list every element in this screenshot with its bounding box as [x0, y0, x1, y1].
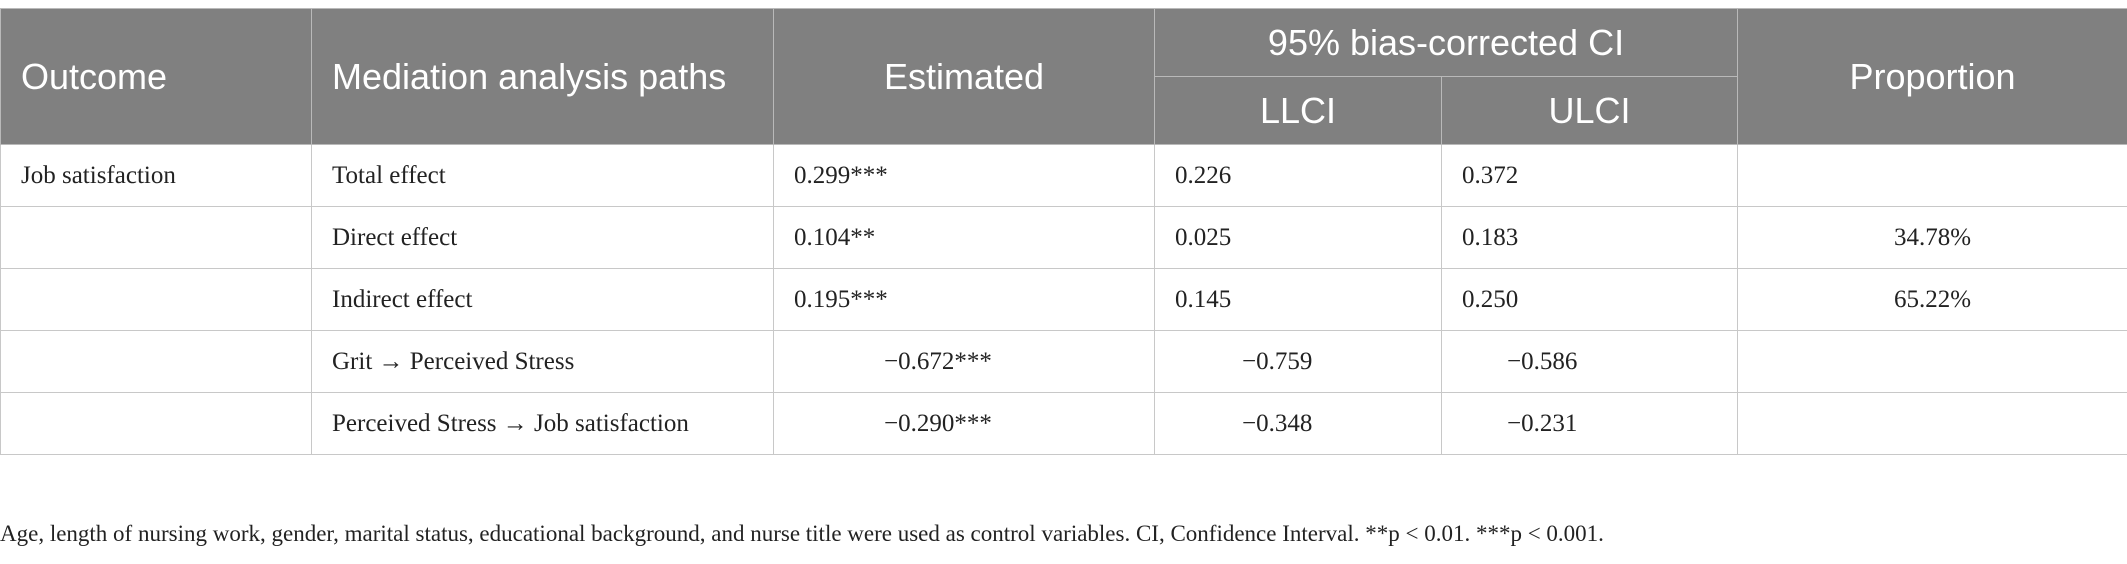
table-row: Job satisfaction Total effect 0.299*** 0…: [0, 144, 2127, 207]
cell-llci: −0.759: [1154, 330, 1442, 393]
cell-estimated: 0.299***: [773, 144, 1155, 207]
cell-path: Direct effect: [311, 206, 774, 269]
table-row: Direct effect 0.104** 0.025 0.183 34.78%: [0, 206, 2127, 269]
cell-proportion: [1737, 144, 2127, 207]
cell-ulci: 0.250: [1441, 268, 1738, 331]
cell-proportion: 34.78%: [1737, 206, 2127, 269]
header-proportion: Proportion: [1737, 8, 2127, 145]
header-ulci: ULCI: [1441, 76, 1738, 145]
cell-proportion: [1737, 392, 2127, 455]
cell-outcome: [0, 392, 312, 455]
cell-estimated: 0.104**: [773, 206, 1155, 269]
cell-llci: 0.145: [1154, 268, 1442, 331]
cell-ulci: 0.183: [1441, 206, 1738, 269]
cell-path: Perceived Stress → Job satisfaction: [311, 392, 774, 455]
cell-estimated: 0.195***: [773, 268, 1155, 331]
cell-llci: 0.025: [1154, 206, 1442, 269]
mediation-table: Outcome Mediation analysis paths Estimat…: [0, 8, 2127, 455]
table-footnote: Age, length of nursing work, gender, mar…: [0, 521, 1604, 546]
header-outcome: Outcome: [0, 8, 312, 145]
cell-outcome: [0, 330, 312, 393]
cell-estimated: −0.672***: [773, 330, 1155, 393]
cell-path: Indirect effect: [311, 268, 774, 331]
cell-proportion: [1737, 330, 2127, 393]
cell-ulci: 0.372: [1441, 144, 1738, 207]
header-paths: Mediation analysis paths: [311, 8, 774, 145]
header-llci: LLCI: [1154, 76, 1442, 145]
table-row: Indirect effect 0.195*** 0.145 0.250 65.…: [0, 268, 2127, 331]
cell-outcome: [0, 206, 312, 269]
cell-ulci: −0.231: [1441, 392, 1738, 455]
cell-outcome: [0, 268, 312, 331]
table-row: Grit → Perceived Stress −0.672*** −0.759…: [0, 330, 2127, 393]
header-ci: 95% bias-corrected CI: [1154, 8, 1738, 77]
subheader-row: LLCI ULCI: [1, 76, 2127, 145]
cell-ulci: −0.586: [1441, 330, 1738, 393]
cell-estimated: −0.290***: [773, 392, 1155, 455]
header-estimated: Estimated: [773, 8, 1155, 145]
header-row: Outcome Mediation analysis paths Estimat…: [0, 8, 2127, 145]
cell-outcome: Job satisfaction: [0, 144, 312, 207]
cell-path: Total effect: [311, 144, 774, 207]
cell-proportion: 65.22%: [1737, 268, 2127, 331]
cell-llci: −0.348: [1154, 392, 1442, 455]
table-row: Perceived Stress → Job satisfaction −0.2…: [0, 392, 2127, 455]
cell-llci: 0.226: [1154, 144, 1442, 207]
cell-path: Grit → Perceived Stress: [311, 330, 774, 393]
